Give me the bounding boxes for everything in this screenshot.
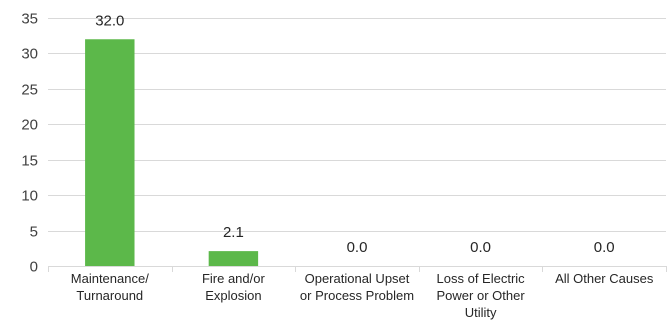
y-tick-label: 20 bbox=[21, 117, 38, 134]
y-tick-label: 25 bbox=[21, 82, 38, 99]
y-axis-tick-labels: 0 5 10 15 20 25 30 35 bbox=[21, 11, 38, 276]
data-label: 32.0 bbox=[95, 12, 124, 29]
x-category-label: Maintenance/Turnaround bbox=[71, 271, 149, 303]
y-tick-label: 30 bbox=[21, 46, 38, 63]
data-label: 0.0 bbox=[470, 239, 491, 256]
bars bbox=[85, 39, 259, 266]
data-labels: 32.0 2.1 0.0 0.0 0.0 bbox=[95, 12, 614, 256]
gridlines bbox=[48, 18, 666, 232]
bar bbox=[208, 251, 259, 266]
x-category-label: All Other Causes bbox=[555, 271, 654, 286]
x-axis bbox=[48, 266, 667, 272]
x-axis-category-labels: Maintenance/Turnaround Fire and/or Explosi… bbox=[71, 271, 654, 320]
x-category-label: Operational Upset or Process Problem bbox=[300, 271, 414, 303]
y-tick-label: 10 bbox=[21, 188, 38, 205]
y-tick-label: 5 bbox=[30, 224, 38, 241]
y-tick-label: 0 bbox=[30, 259, 38, 276]
data-label: 2.1 bbox=[223, 224, 244, 241]
bar bbox=[85, 39, 135, 266]
data-label: 0.0 bbox=[594, 239, 615, 256]
x-category-label: Loss of Electric Power or Other Utility bbox=[437, 271, 526, 320]
data-label: 0.0 bbox=[347, 239, 368, 256]
x-category-label: Fire and/or Explosion bbox=[202, 271, 266, 303]
y-tick-label: 15 bbox=[21, 153, 38, 170]
y-tick-label: 35 bbox=[21, 11, 38, 28]
